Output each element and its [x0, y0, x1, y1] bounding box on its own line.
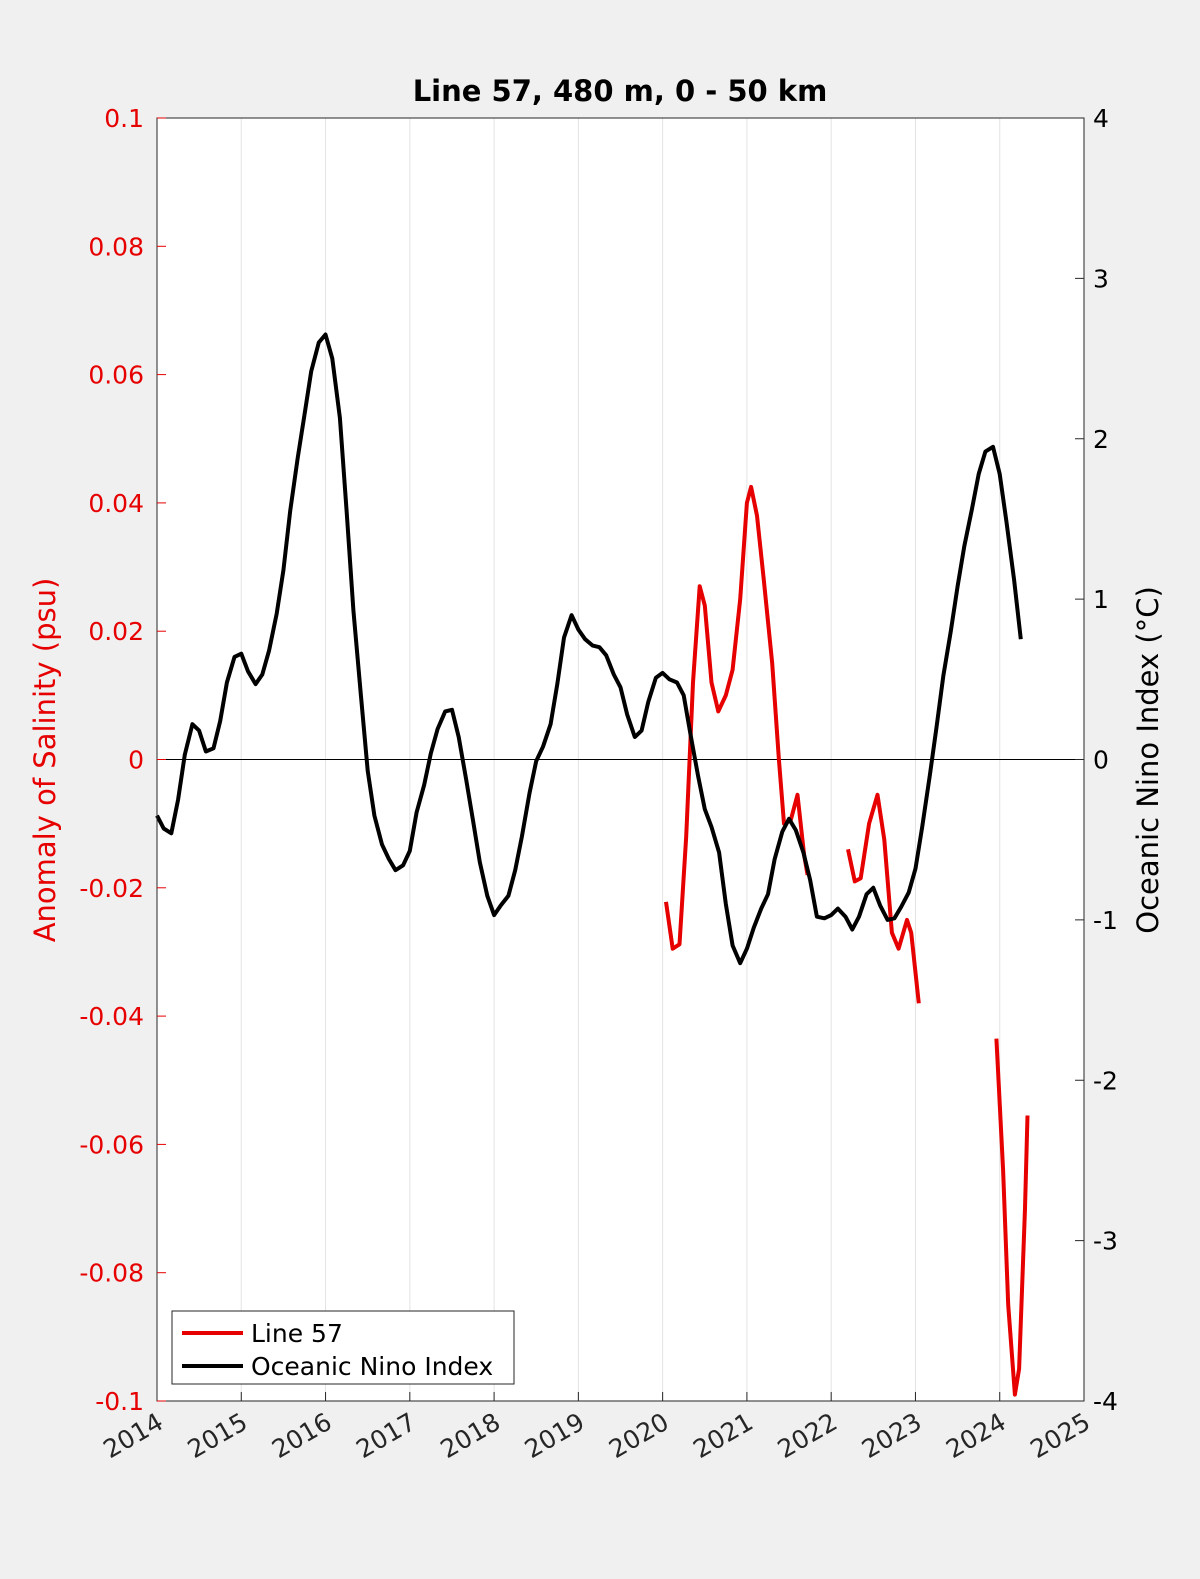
y-right-tick-label-2: 2 [1093, 425, 1109, 454]
legend-label-oni: Oceanic Nino Index [251, 1352, 493, 1381]
x-axis: 2014 2015 2016 2017 2018 2019 2020 2021 2022 2023… [98, 1392, 1095, 1464]
y-left-tick-label-0: 0 [128, 746, 144, 775]
x-tick-label-2016: 2016 [267, 1407, 337, 1464]
y-left-tick-label-0.08: 0.08 [88, 232, 144, 261]
series-line-oni-segment-0 [155, 332, 1023, 966]
y-axis-right-label: Oceanic Nino Index (°C) [1131, 586, 1165, 934]
legend: Line 57 Oceanic Nino Index [171, 1310, 515, 1385]
series-line-line57-segment-1 [846, 792, 921, 1004]
chart-title: Line 57, 480 m, 0 - 50 km [413, 74, 828, 108]
x-tick-label-2017: 2017 [351, 1407, 421, 1464]
y-left-tick-label-0.06: 0.06 [88, 361, 144, 390]
y-right-tick-label--4: -4 [1093, 1387, 1118, 1416]
y-left-tick-label--0.02: -0.02 [79, 874, 144, 903]
y-right-tick-label--1: -1 [1093, 906, 1118, 935]
series-line-line57-segment-2 [994, 1038, 1030, 1397]
x-tick-label-2018: 2018 [435, 1407, 505, 1464]
y-left-tick-label--0.06: -0.06 [79, 1130, 144, 1159]
x-tick-label-2020: 2020 [604, 1407, 674, 1464]
y-axis-right: -4 -3 -2 -1 0 1 2 3 4 [1075, 104, 1118, 1416]
legend-label-line57: Line 57 [251, 1319, 343, 1348]
y-left-tick-label--0.1: -0.1 [95, 1387, 144, 1416]
legend-box [171, 1310, 515, 1385]
y-axis-left: -0.1 -0.08 -0.06 -0.04 -0.02 0 0.02 0.04 0.06 0.0… [79, 104, 166, 1416]
y-left-tick-label--0.08: -0.08 [79, 1259, 144, 1288]
y-right-tick-label-3: 3 [1093, 264, 1109, 293]
series-layer [155, 332, 1030, 1397]
x-tick-label-2019: 2019 [520, 1407, 590, 1464]
y-left-tick-label--0.04: -0.04 [79, 1002, 144, 1031]
y-axis-left-label: Anomaly of Salinity (psu) [28, 578, 62, 943]
y-right-tick-label-0: 0 [1093, 746, 1109, 775]
y-right-tick-label-1: 1 [1093, 585, 1109, 614]
x-tick-label-2023: 2023 [857, 1407, 927, 1464]
y-left-tick-label-0.1: 0.1 [104, 104, 144, 133]
y-right-tick-label-4: 4 [1093, 104, 1109, 133]
x-tick-label-2015: 2015 [183, 1407, 253, 1464]
y-left-tick-label-0.02: 0.02 [88, 617, 144, 646]
x-tick-label-2024: 2024 [941, 1407, 1011, 1464]
y-left-tick-label-0.04: 0.04 [88, 489, 144, 518]
x-tick-label-2022: 2022 [773, 1407, 843, 1464]
y-right-tick-label--2: -2 [1093, 1066, 1118, 1095]
y-right-tick-label--3: -3 [1093, 1227, 1118, 1256]
x-tick-label-2025: 2025 [1025, 1407, 1095, 1464]
x-tick-label-2021: 2021 [688, 1407, 758, 1464]
